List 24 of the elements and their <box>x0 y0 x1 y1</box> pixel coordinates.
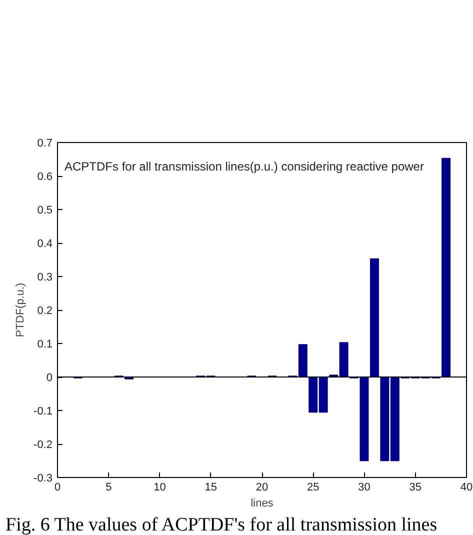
x-tick-label: 20 <box>256 482 268 494</box>
x-tick-label: 5 <box>106 482 112 494</box>
text: ACPTDFs for all transmission lines(p.u.) considering reactive power <box>64 160 424 174</box>
y-tick-label: 0.1 <box>37 338 53 350</box>
y-tick-label: 0.2 <box>37 305 53 317</box>
x-tick-label: 15 <box>204 482 218 494</box>
x-tick-label: 35 <box>409 482 422 494</box>
y-tick-label: 0.7 <box>37 138 53 150</box>
y-tick-label: -0.3 <box>34 472 53 484</box>
y-tick-label: 0.4 <box>37 238 53 250</box>
x-tick-label: 10 <box>154 482 166 494</box>
y-axis-title: PTDF(p.u.) <box>14 282 27 338</box>
x-tick-label: 30 <box>358 482 370 494</box>
y-tick-label: -0.1 <box>34 406 53 418</box>
y-tick-label: 0.3 <box>37 272 53 284</box>
y-tick-label: 0.6 <box>37 171 53 183</box>
x-tick-label: 40 <box>460 482 473 494</box>
x-tick-label: 0 <box>54 482 61 494</box>
x-axis-title: lines <box>250 498 274 510</box>
y-tick-label: 0 <box>46 372 53 384</box>
y-tick-label: -0.2 <box>34 439 53 451</box>
caption: Fig. 6 The values of ACPTDF's for all transmission lines <box>6 514 438 535</box>
y-tick-label: 0.5 <box>37 204 53 216</box>
x-tick-label: 25 <box>307 482 320 494</box>
